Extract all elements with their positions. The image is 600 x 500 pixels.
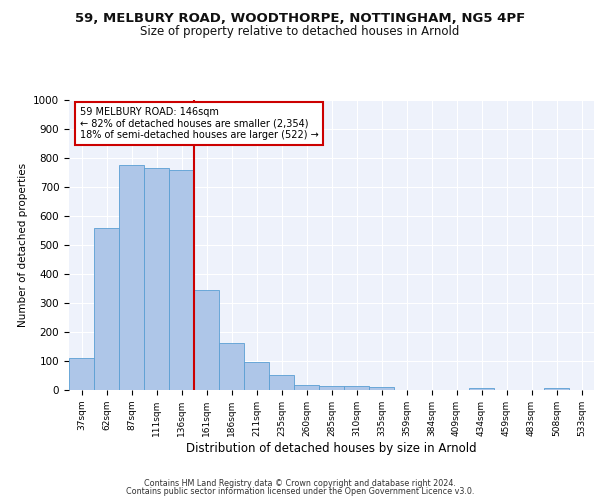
Bar <box>219 342 244 390</box>
Y-axis label: Number of detached properties: Number of detached properties <box>17 163 28 327</box>
Text: 59, MELBURY ROAD, WOODTHORPE, NOTTINGHAM, NG5 4PF: 59, MELBURY ROAD, WOODTHORPE, NOTTINGHAM… <box>75 12 525 26</box>
Bar <box>369 387 394 390</box>
Bar <box>169 170 194 390</box>
Bar <box>194 290 219 390</box>
Text: Contains public sector information licensed under the Open Government Licence v3: Contains public sector information licen… <box>126 487 474 496</box>
Text: Contains HM Land Registry data © Crown copyright and database right 2024.: Contains HM Land Registry data © Crown c… <box>144 478 456 488</box>
Bar <box>269 375 294 390</box>
Text: Size of property relative to detached houses in Arnold: Size of property relative to detached ho… <box>140 25 460 38</box>
Bar <box>344 386 369 390</box>
Bar <box>144 168 169 390</box>
Bar <box>69 358 94 390</box>
Text: 59 MELBURY ROAD: 146sqm
← 82% of detached houses are smaller (2,354)
18% of semi: 59 MELBURY ROAD: 146sqm ← 82% of detache… <box>79 108 318 140</box>
Bar <box>244 362 269 390</box>
X-axis label: Distribution of detached houses by size in Arnold: Distribution of detached houses by size … <box>186 442 477 454</box>
Bar <box>119 166 144 390</box>
Bar <box>294 385 319 390</box>
Bar <box>544 388 569 390</box>
Bar <box>319 386 344 390</box>
Bar <box>469 388 494 390</box>
Bar <box>94 228 119 390</box>
